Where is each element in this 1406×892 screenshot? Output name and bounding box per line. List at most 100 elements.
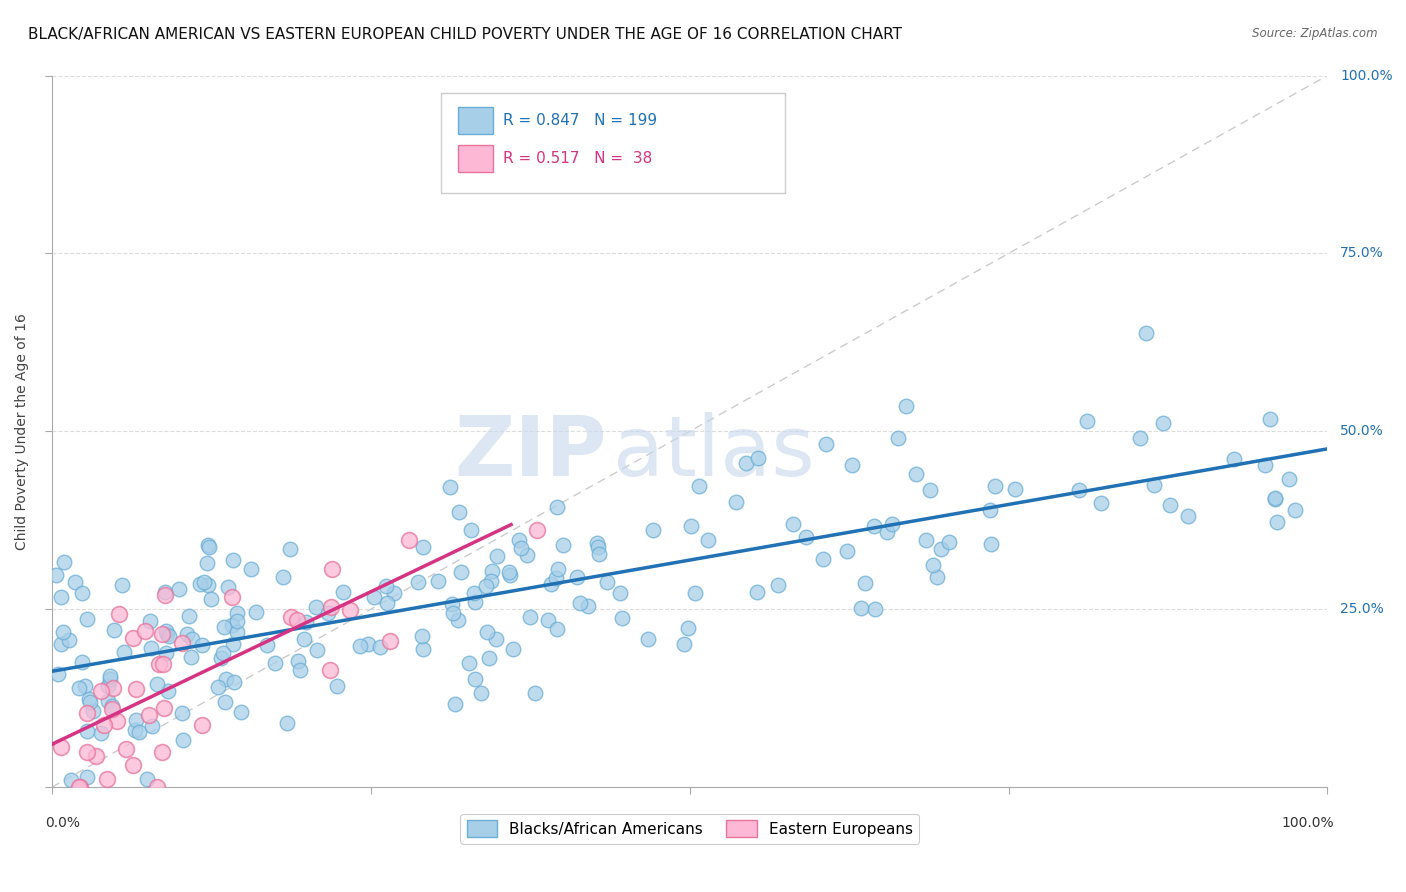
Point: [794, 530, 817, 544]
Point: [382, 585, 405, 599]
Point: [152, 626, 174, 640]
Point: [212, 646, 235, 660]
Point: [374, 579, 396, 593]
Point: [128, 725, 150, 739]
Point: [193, 575, 215, 590]
Point: [138, 707, 160, 722]
Point: [214, 695, 236, 709]
Point: [141, 719, 163, 733]
Point: [141, 640, 163, 655]
Point: [332, 585, 354, 599]
Point: [96, 772, 118, 786]
Point: [516, 548, 538, 562]
Point: [1223, 451, 1246, 466]
FancyBboxPatch shape: [441, 94, 786, 193]
Point: [568, 596, 591, 610]
Text: 50.0%: 50.0%: [1340, 425, 1384, 438]
Point: [122, 632, 145, 646]
Point: [980, 537, 1002, 551]
Point: [49, 637, 72, 651]
Point: [181, 632, 204, 646]
Point: [841, 458, 863, 473]
Point: [1264, 491, 1286, 506]
Text: 100.0%: 100.0%: [1340, 69, 1393, 83]
Text: 25.0%: 25.0%: [1340, 602, 1384, 616]
Point: [450, 566, 472, 580]
Point: [499, 568, 522, 582]
Point: [215, 672, 238, 686]
Point: [135, 772, 157, 786]
Point: [305, 599, 328, 614]
Point: [835, 544, 858, 558]
Point: [641, 523, 664, 537]
Legend: Blacks/African Americans, Eastern Europeans: Blacks/African Americans, Eastern Europe…: [461, 814, 920, 844]
Point: [519, 609, 541, 624]
Point: [152, 701, 174, 715]
Point: [938, 535, 960, 549]
Point: [1135, 326, 1157, 340]
Y-axis label: Child Poverty Under the Age of 16: Child Poverty Under the Age of 16: [15, 313, 30, 549]
Point: [69, 780, 91, 794]
Point: [612, 610, 634, 624]
Point: [398, 533, 420, 548]
Point: [447, 505, 470, 519]
Point: [280, 542, 302, 557]
Point: [153, 588, 176, 602]
Point: [48, 666, 70, 681]
Point: [782, 517, 804, 532]
Point: [526, 524, 548, 538]
Point: [1159, 498, 1181, 512]
Point: [103, 623, 125, 637]
Point: [1152, 416, 1174, 430]
Point: [145, 677, 167, 691]
Point: [576, 599, 599, 613]
Point: [58, 633, 80, 648]
Point: [485, 632, 508, 646]
Point: [167, 582, 190, 596]
Point: [1278, 472, 1301, 486]
Point: [447, 613, 470, 627]
Point: [256, 639, 278, 653]
Point: [321, 561, 343, 575]
Text: atlas: atlas: [613, 412, 815, 493]
Point: [148, 657, 170, 672]
Point: [551, 538, 574, 552]
Point: [105, 714, 128, 728]
Point: [464, 595, 486, 609]
Point: [176, 626, 198, 640]
Point: [681, 519, 703, 533]
Point: [349, 639, 371, 653]
Point: [1129, 431, 1152, 445]
Point: [1004, 483, 1026, 497]
Point: [191, 718, 214, 732]
Point: [76, 706, 98, 720]
Text: R = 0.517   N =  38: R = 0.517 N = 38: [503, 151, 652, 166]
Point: [52, 625, 75, 640]
Point: [596, 574, 619, 589]
Point: [475, 624, 498, 639]
Point: [217, 580, 239, 594]
Point: [280, 610, 302, 624]
Point: [172, 733, 194, 747]
Point: [444, 697, 467, 711]
Point: [427, 574, 450, 588]
Point: [508, 533, 530, 548]
Point: [157, 684, 180, 698]
Point: [585, 536, 607, 550]
Point: [76, 770, 98, 784]
Point: [125, 682, 148, 697]
Point: [79, 696, 101, 710]
Point: [222, 637, 245, 651]
Point: [921, 558, 943, 573]
Point: [76, 724, 98, 739]
Point: [853, 575, 876, 590]
Point: [157, 629, 180, 643]
Point: [124, 723, 146, 737]
FancyBboxPatch shape: [457, 107, 494, 134]
Point: [245, 605, 267, 619]
Point: [1284, 502, 1306, 516]
Point: [588, 540, 610, 554]
Point: [357, 637, 380, 651]
Point: [70, 655, 93, 669]
Point: [540, 576, 562, 591]
